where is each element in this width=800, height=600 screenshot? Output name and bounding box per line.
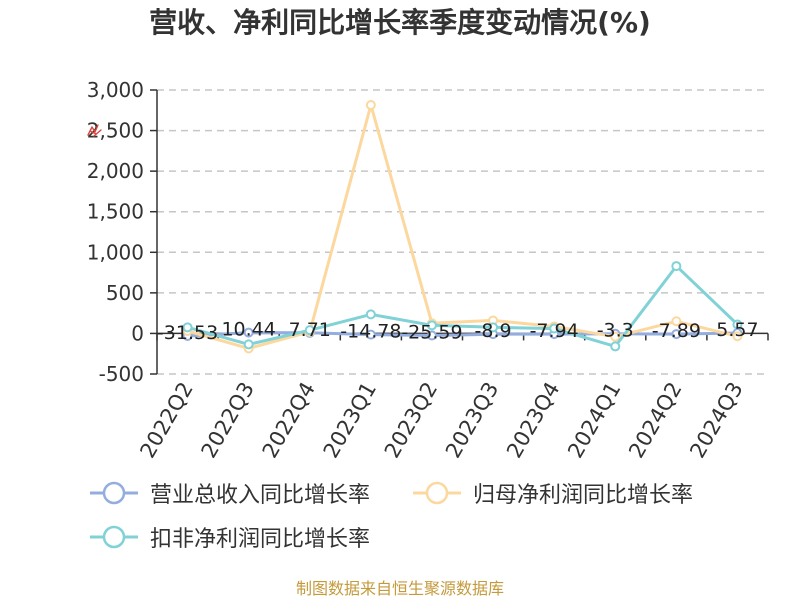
data-point-marker[interactable] — [182, 322, 193, 333]
legend-label: 营业总收入同比增长率 — [150, 483, 371, 508]
data-point-marker[interactable] — [304, 325, 315, 336]
data-label: -7.94 — [530, 320, 579, 342]
x-tick-label: 2023Q1 — [319, 378, 381, 462]
data-source-note: 制图数据来自恒生聚源数据库 — [295, 579, 504, 598]
data-label: -7.89 — [652, 320, 701, 342]
data-point-marker[interactable] — [610, 341, 621, 352]
legend-item-net-profit-growth[interactable]: 归母净利润同比增长率 — [413, 478, 693, 508]
y-tick-label: 2,000 — [87, 159, 144, 183]
data-label: -14.78 — [340, 321, 401, 343]
data-point-marker[interactable] — [671, 261, 682, 272]
data-label: -8.9 — [475, 320, 512, 342]
line-with-circle-icon — [90, 525, 138, 549]
x-tick-label: 2023Q2 — [380, 378, 442, 462]
y-tick-label: 3,000 — [87, 78, 144, 102]
data-point-marker[interactable] — [732, 331, 743, 342]
legend-label: 扣非净利润同比增长率 — [150, 527, 371, 552]
data-point-marker[interactable] — [365, 100, 376, 111]
data-point-marker[interactable] — [426, 330, 437, 341]
line-with-circle-icon — [90, 481, 138, 505]
red-mark-icon — [87, 124, 102, 137]
data-label: 5.57 — [716, 319, 758, 341]
x-tick-label: 2022Q2 — [135, 378, 197, 462]
data-point-marker[interactable] — [365, 309, 376, 320]
x-tick-label: 2023Q3 — [441, 378, 503, 462]
data-label: -3.3 — [597, 320, 634, 342]
x-tick-label: 2024Q1 — [563, 378, 625, 462]
legend-label: 归母净利润同比增长率 — [473, 483, 694, 508]
line-with-circle-icon — [413, 481, 461, 505]
data-label: 10.44 — [221, 319, 275, 341]
chart-title: 营收、净利同比增长率季度变动情况(%) — [149, 6, 651, 39]
data-point-marker[interactable] — [488, 322, 499, 333]
data-point-marker[interactable] — [732, 319, 743, 330]
y-tick-label: 0 — [131, 321, 144, 345]
x-tick-label: 2024Q2 — [624, 378, 686, 462]
data-point-marker[interactable] — [243, 327, 254, 338]
x-tick-label: 2023Q4 — [502, 378, 564, 462]
data-point-marker[interactable] — [243, 339, 254, 350]
series-line-0 — [187, 331, 738, 338]
y-tick-label: 1,500 — [87, 200, 144, 224]
series-line-1 — [187, 103, 738, 350]
data-point-marker[interactable] — [671, 316, 682, 327]
legend-item-revenue-growth[interactable]: 营业总收入同比增长率 — [90, 478, 370, 508]
data-point-marker[interactable] — [426, 320, 437, 331]
series-line-2 — [187, 264, 739, 348]
y-tick-label: -500 — [99, 362, 144, 386]
data-point-marker[interactable] — [365, 329, 376, 340]
data-point-marker[interactable] — [549, 323, 560, 334]
legend-item-deducted-net-profit-growth[interactable]: 扣非净利润同比增长率 — [90, 522, 370, 552]
x-tick-label: 2024Q3 — [685, 378, 747, 462]
x-tick-label: 2022Q4 — [258, 378, 320, 462]
y-tick-label: 1,000 — [87, 240, 144, 264]
y-tick-label: 500 — [106, 281, 144, 305]
data-label: -25.59 — [401, 322, 462, 344]
data-label: 7.71 — [289, 319, 331, 341]
data-label: -31.53 — [157, 322, 218, 344]
x-tick-label: 2022Q3 — [197, 378, 259, 462]
data-point-marker[interactable] — [671, 329, 682, 340]
data-point-marker[interactable] — [610, 331, 621, 342]
